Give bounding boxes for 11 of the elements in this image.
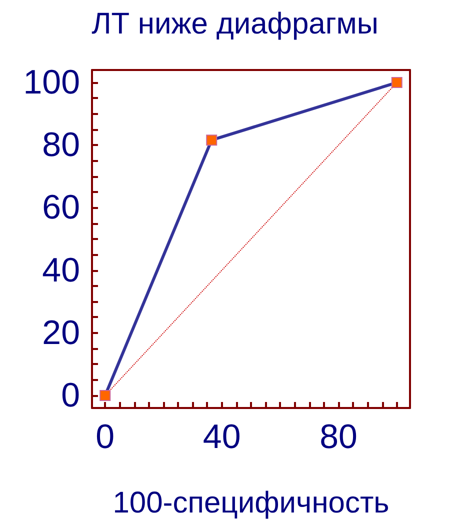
chart-title: ЛТ ниже диафрагмы — [92, 8, 378, 40]
y-tick-label: 60 — [42, 188, 80, 227]
y-tick-label: 0 — [61, 376, 80, 414]
y-tick-label: 100 — [23, 64, 80, 102]
y-tick-label: 20 — [42, 314, 80, 352]
x-tick-label: 40 — [202, 418, 241, 456]
x-tick-label: 0 — [96, 418, 115, 456]
x-tick-label: 80 — [320, 418, 358, 456]
x-axis-title: 100-специфичность — [112, 486, 390, 520]
y-tick-label: 80 — [42, 126, 80, 164]
y-tick-label: 40 — [42, 251, 80, 290]
